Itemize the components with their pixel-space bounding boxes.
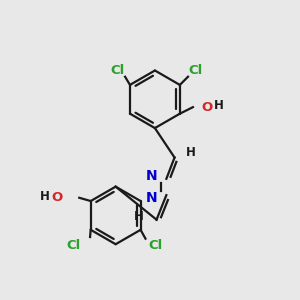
Text: H: H [134,210,143,223]
Text: Cl: Cl [149,239,163,252]
Text: O: O [201,100,212,114]
Text: H: H [40,190,50,202]
Text: H: H [214,99,224,112]
Text: Cl: Cl [110,64,124,77]
Text: N: N [146,169,158,182]
Text: N: N [146,191,158,206]
Text: Cl: Cl [188,64,202,77]
Text: Cl: Cl [67,239,81,252]
Text: H: H [186,146,196,159]
Text: O: O [52,191,63,204]
